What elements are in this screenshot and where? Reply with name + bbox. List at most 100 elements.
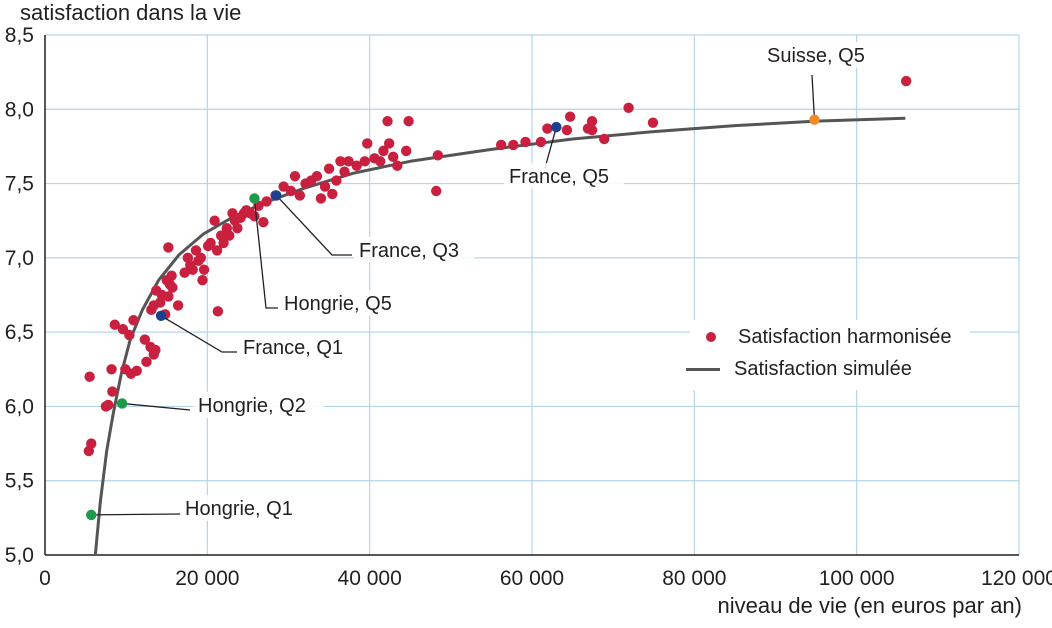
harmonized-point — [198, 264, 210, 275]
harmonized-point — [335, 156, 346, 167]
harmonized-point — [561, 124, 573, 136]
x-tick-label: 40 000 — [338, 567, 402, 590]
annotation-leader-line — [275, 195, 352, 256]
y-tick-label: 6,0 — [5, 395, 34, 418]
y-tick-label: 7,5 — [5, 173, 34, 196]
harmonized-point — [508, 139, 519, 151]
harmonized-point — [623, 102, 634, 114]
harmonized-point — [163, 291, 174, 302]
annotation-label: France, Q5 — [509, 166, 609, 188]
annotation-label: Hongrie, Q1 — [185, 498, 293, 520]
annotation-leader-line — [122, 402, 191, 411]
annotation-highlight-point — [249, 193, 260, 204]
annotation-label-background — [354, 237, 474, 263]
harmonized-point — [131, 365, 142, 376]
harmonized-point — [495, 139, 507, 151]
x-axis-title: niveau de vie (en euros par an) — [717, 593, 1022, 618]
harmonized-point — [109, 319, 121, 330]
harmonized-point — [84, 371, 95, 382]
x-tick-label: 60 000 — [500, 567, 564, 590]
annotation-highlight-point — [809, 114, 820, 125]
legend-line-icon — [686, 367, 720, 371]
axes — [44, 35, 1019, 556]
annotation-label: Hongrie, Q5 — [284, 293, 392, 315]
harmonized-point — [218, 237, 229, 249]
harmonized-point — [209, 215, 220, 226]
harmonized-point — [432, 150, 444, 161]
harmonized-point — [224, 230, 235, 241]
harmonized-point — [163, 242, 174, 253]
legend-label-harmonized: Satisfaction harmonisée — [738, 325, 952, 348]
harmonized-point — [378, 145, 389, 157]
annotation-highlight-point — [551, 121, 562, 133]
annotation-label-background — [504, 163, 624, 189]
x-tick-label: 80 000 — [662, 567, 726, 590]
tick-labels: 0 20 000 40 000 60 000 80 000 100 000 120 000 5… — [5, 24, 1052, 590]
annotation-highlight-point — [116, 398, 128, 409]
harmonized-point — [166, 270, 177, 281]
harmonized-point — [400, 145, 412, 157]
annotation-highlight-point — [86, 509, 97, 521]
harmonized-point — [139, 334, 151, 345]
y-axis-title: satisfaction dans la vie — [20, 0, 242, 25]
grid — [45, 34, 1020, 555]
annotation-label-background — [238, 334, 358, 360]
harmonized-point — [103, 399, 114, 411]
harmonized-point — [343, 156, 354, 167]
legend-item-harmonized: Satisfaction harmonisée — [690, 322, 951, 352]
harmonized-point — [197, 274, 208, 286]
x-tick-label: 120 000 — [981, 567, 1052, 590]
harmonized-point — [599, 133, 610, 145]
y-tick-label: 6,5 — [5, 321, 34, 344]
harmonized-point — [311, 170, 323, 182]
harmonized-point — [190, 245, 202, 256]
harmonized-point — [392, 160, 403, 171]
harmonized-point — [212, 306, 224, 317]
harmonized-point — [289, 170, 301, 182]
annotation-label-background — [180, 495, 311, 521]
harmonized-point — [362, 138, 373, 149]
harmonized-point — [339, 166, 350, 177]
harmonized-point — [323, 163, 335, 174]
harmonized-point — [542, 123, 553, 134]
harmonized-point — [107, 386, 118, 397]
annotation-label: Hongrie, Q2 — [198, 395, 306, 417]
harmonized-point — [647, 117, 659, 128]
harmonized-point — [535, 136, 547, 148]
harmonized-point — [586, 115, 598, 127]
annotations: Hongrie, Q1 Hongrie, Q2 Hongrie, Q5 France,… — [86, 42, 882, 521]
harmonized-point — [124, 329, 135, 341]
x-tick-label: 20 000 — [175, 567, 239, 590]
annotation-label: France, Q1 — [243, 337, 343, 359]
harmonized-point — [167, 282, 178, 293]
harmonized-point — [179, 267, 190, 278]
harmonized-point — [285, 185, 297, 197]
harmonized-point — [586, 124, 598, 136]
y-tick-label: 5,0 — [5, 544, 34, 567]
harmonized-point — [388, 151, 399, 163]
annotation-leader-line — [544, 126, 557, 169]
y-tick-label: 8,0 — [5, 98, 34, 121]
harmonized-point — [403, 115, 414, 127]
harmonized-point — [141, 356, 152, 368]
annotation-label: France, Q3 — [359, 240, 459, 262]
harmonized-point — [258, 217, 269, 228]
harmonized-point — [172, 300, 184, 311]
annotation-leader-line — [160, 315, 237, 353]
harmonized-point — [319, 181, 331, 192]
annotation-highlight-point — [155, 310, 167, 321]
annotation-label: Suisse, Q5 — [767, 45, 865, 67]
harmonized-point — [150, 344, 161, 356]
harmonized-point — [375, 156, 386, 167]
legend-dot-icon — [706, 332, 716, 342]
legend: Satisfaction harmonisée Satisfaction sim… — [686, 320, 970, 390]
annotation-leader-line — [91, 513, 182, 516]
y-tick-label: 7,0 — [5, 247, 34, 270]
harmonized-point — [351, 160, 362, 171]
harmonized-point — [195, 252, 207, 264]
harmonized-point — [564, 111, 576, 122]
legend-label-simulated: Satisfaction simulée — [734, 357, 912, 380]
annotation-highlight-point — [271, 190, 282, 201]
x-tick-label: 0 — [39, 567, 51, 590]
